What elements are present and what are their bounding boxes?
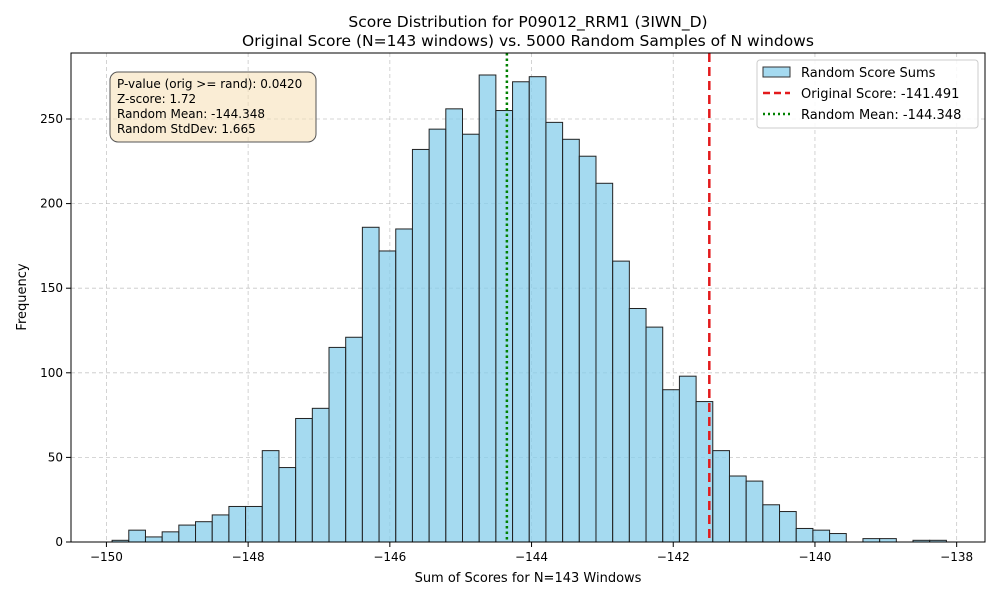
histogram-bar bbox=[495, 110, 514, 543]
histogram-bar bbox=[161, 531, 180, 543]
histogram-bar bbox=[411, 148, 430, 543]
histogram-bar bbox=[461, 133, 480, 543]
legend-frame bbox=[756, 59, 979, 129]
histogram-bar bbox=[512, 81, 530, 543]
histogram-bar bbox=[478, 74, 497, 543]
histogram-bar bbox=[428, 128, 447, 543]
x-tick-label: −150 bbox=[90, 550, 123, 564]
reference-lines bbox=[505, 53, 711, 542]
x-axis-ticks: −150 −148 −146 −144 −142 −140 −138 bbox=[90, 542, 973, 564]
histogram-bar bbox=[245, 505, 263, 543]
chart-title: Score Distribution for P09012_RRM1 (3IWN… bbox=[348, 13, 707, 32]
histogram-bar bbox=[195, 521, 213, 543]
stats-random-stddev: Random StdDev: 1.665 bbox=[117, 122, 256, 136]
legend-label-random-sums: Random Score Sums bbox=[801, 66, 936, 81]
histogram-bar bbox=[328, 346, 347, 543]
y-tick-label: 0 bbox=[55, 535, 63, 549]
stats-pvalue: P-value (orig >= rand): 0.0420 bbox=[117, 77, 302, 91]
histogram-bar bbox=[712, 450, 730, 543]
x-axis-label: Sum of Scores for N=143 Windows bbox=[415, 571, 642, 586]
histogram-bar bbox=[345, 336, 363, 543]
stats-zscore: Z-score: 1.72 bbox=[117, 92, 196, 106]
histogram-bar bbox=[228, 505, 247, 543]
x-tick-label: −144 bbox=[515, 550, 548, 564]
histogram-bar bbox=[128, 529, 146, 543]
histogram-bar bbox=[612, 260, 630, 543]
plot-frame bbox=[70, 52, 986, 543]
legend-swatch-random-sums bbox=[762, 66, 791, 78]
x-tick-label: −146 bbox=[373, 550, 406, 564]
stats-random-mean: Random Mean: -144.348 bbox=[117, 107, 265, 121]
histogram-bar bbox=[311, 407, 330, 543]
y-tick-label: 100 bbox=[40, 366, 63, 380]
y-axis-ticks: 0 50 100 150 200 250 bbox=[40, 112, 71, 549]
x-tick-label: −140 bbox=[798, 550, 831, 564]
histogram-bar bbox=[662, 389, 680, 543]
histogram-bar bbox=[395, 228, 413, 543]
histogram-bar bbox=[211, 514, 230, 543]
x-tick-label: −148 bbox=[232, 550, 265, 564]
histogram-bar bbox=[445, 108, 463, 543]
x-tick-label: −138 bbox=[940, 550, 973, 564]
y-tick-label: 250 bbox=[40, 112, 63, 126]
histogram-bar bbox=[261, 450, 280, 543]
histogram-bar bbox=[862, 538, 881, 543]
histogram-bar bbox=[178, 524, 197, 543]
histogram-bar bbox=[779, 511, 797, 543]
histogram-bar bbox=[361, 226, 380, 543]
histogram-bar bbox=[745, 480, 764, 543]
y-tick-label: 50 bbox=[48, 450, 63, 464]
histogram-bar bbox=[829, 533, 847, 543]
histogram-bar bbox=[795, 527, 814, 543]
histogram-bar bbox=[528, 76, 547, 543]
histogram-bar bbox=[545, 121, 564, 543]
y-tick-label: 150 bbox=[40, 281, 63, 295]
histogram-bar bbox=[762, 504, 781, 543]
legend-label-original-score: Original Score: -141.491 bbox=[801, 87, 959, 102]
histogram-bar bbox=[678, 375, 697, 543]
histogram-bar bbox=[295, 417, 313, 543]
y-axis-label: Frequency bbox=[15, 263, 30, 330]
histogram-bar bbox=[628, 307, 647, 543]
stats-box: P-value (orig >= rand): 0.0420 Z-score: … bbox=[109, 71, 317, 143]
y-tick-label: 200 bbox=[40, 197, 63, 211]
histogram-bar bbox=[278, 467, 297, 543]
histogram-bar bbox=[562, 138, 580, 543]
histogram-bar bbox=[144, 536, 163, 543]
histogram-bar bbox=[378, 250, 397, 543]
legend: Random Score Sums Original Score: -141.4… bbox=[756, 59, 979, 129]
chart-subtitle: Original Score (N=143 windows) vs. 5000 … bbox=[242, 32, 814, 50]
histogram-bar bbox=[595, 182, 614, 543]
histogram-bar bbox=[645, 326, 664, 543]
histogram-bars bbox=[111, 74, 947, 543]
histogram-bar bbox=[812, 529, 831, 543]
x-tick-label: −142 bbox=[657, 550, 690, 564]
legend-label-random-mean: Random Mean: -144.348 bbox=[801, 108, 961, 123]
histogram-bar bbox=[728, 475, 747, 543]
histogram-bar bbox=[879, 538, 897, 543]
stats-box-background bbox=[109, 71, 317, 143]
histogram-bar bbox=[578, 155, 597, 543]
